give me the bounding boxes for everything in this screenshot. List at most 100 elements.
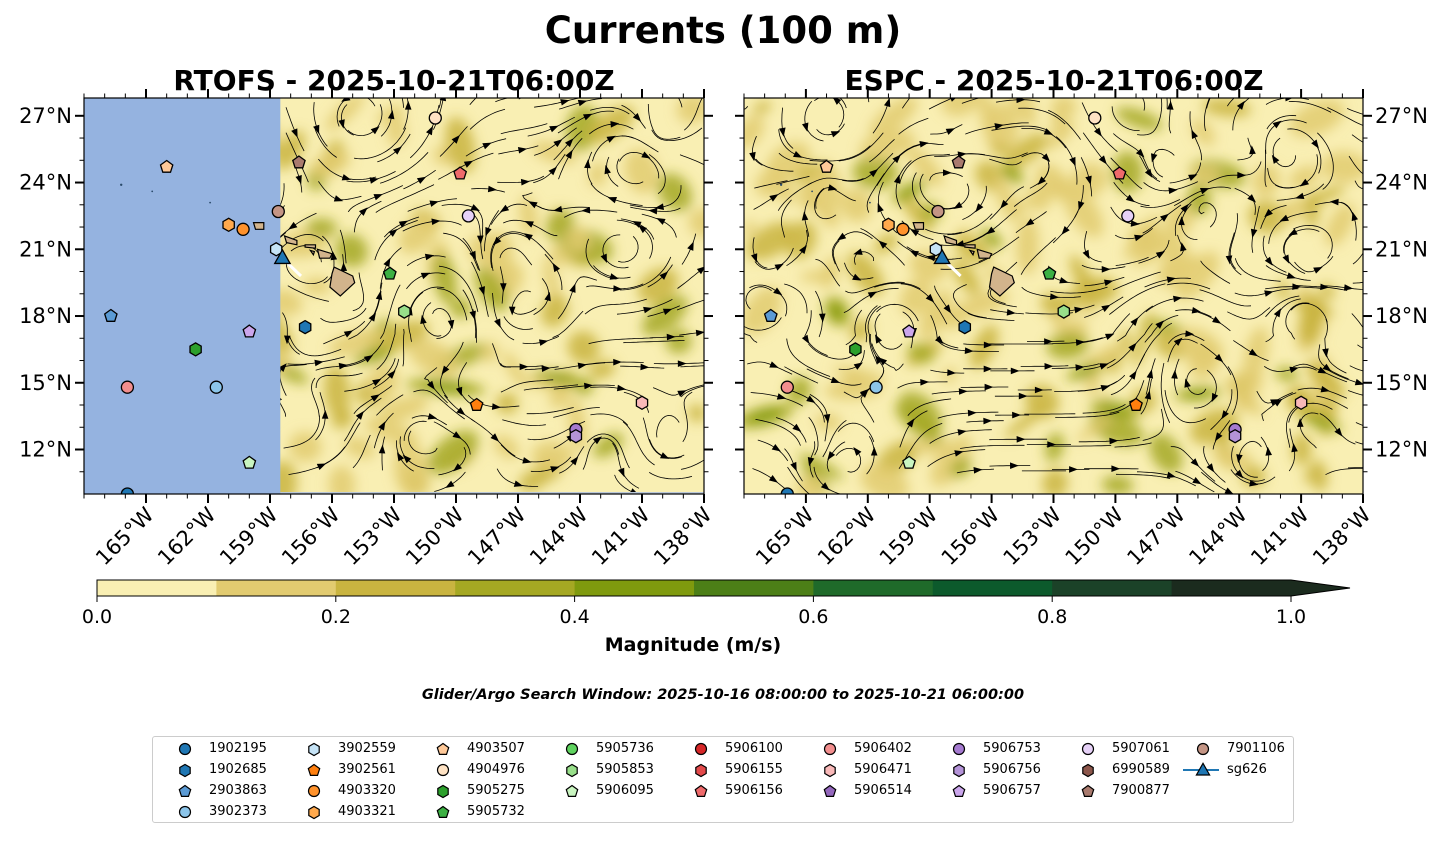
espc-map-panel: 165°W162°W159°W156°W153°W150°W147°W144°W… — [735, 89, 1428, 570]
legend-label: sg626 — [1227, 762, 1267, 777]
float-marker-7901106 — [931, 204, 945, 219]
x-tick-label-b: 165°W — [751, 502, 819, 570]
float-marker-3902373 — [869, 380, 883, 394]
float-marker-5905853 — [398, 304, 411, 319]
legend-label: 5905736 — [596, 741, 654, 756]
legend-label: 6990589 — [1112, 762, 1170, 777]
float-marker-2903863 — [763, 308, 778, 322]
y-tick-label-a: 21°N — [19, 237, 72, 261]
x-tick-label-b: 159°W — [875, 502, 943, 570]
float-marker-4903320 — [236, 222, 250, 236]
legend-marker-icon — [308, 742, 320, 757]
float-marker-4903321 — [222, 217, 235, 233]
rtofs-map-panel: 165°W162°W159°W156°W153°W150°W147°W144°W… — [19, 89, 717, 570]
legend-label: 4903507 — [467, 741, 525, 756]
x-tick-label-a: 153°W — [339, 502, 407, 570]
colorbar-segment — [1052, 580, 1173, 596]
float-marker-5906402 — [780, 380, 794, 394]
legend-marker-icon — [179, 763, 191, 778]
float-marker-5906756 — [569, 428, 583, 444]
legend-label: 5906514 — [854, 783, 912, 798]
float-marker-4903507 — [159, 159, 174, 173]
float-marker-5906095 — [902, 455, 916, 469]
legend-marker-icon — [823, 784, 837, 797]
legend-label: 4904976 — [467, 762, 525, 777]
map-field — [84, 98, 704, 494]
legend-label: 1902195 — [209, 741, 267, 756]
float-markers — [103, 111, 649, 494]
legend-marker-icon — [437, 784, 449, 799]
colorbar-tick-label: 0.4 — [559, 606, 589, 628]
legend-marker-icon — [1081, 784, 1095, 797]
float-marker-4904976 — [1088, 111, 1102, 125]
legend-marker-icon — [436, 742, 450, 755]
x-tick-label-a: 162°W — [153, 502, 221, 570]
float-marker-5906471 — [1294, 395, 1308, 411]
y-tick-label-b: 27°N — [1375, 104, 1428, 128]
colorbar-segment — [335, 580, 456, 596]
colorbar-segment — [455, 580, 576, 596]
colorbar-segment — [97, 580, 217, 596]
legend-marker-icon — [694, 784, 708, 797]
x-tick-label-b: 138°W — [1308, 502, 1376, 570]
x-tick-label-b: 150°W — [1061, 502, 1129, 570]
x-tick-label-a: 138°W — [649, 502, 717, 570]
float-marker-5905732 — [1042, 266, 1057, 280]
x-tick-label-b: 162°W — [813, 502, 881, 570]
float-marker-5905275 — [849, 342, 862, 357]
x-tick-label-a: 159°W — [215, 502, 283, 570]
float-legend: 1902195 1902685 2903863 3902373 3902559 39025… — [152, 736, 1294, 823]
legend-marker-icon — [1081, 742, 1095, 756]
legend-label: 5906402 — [854, 741, 912, 756]
x-tick-label-b: 147°W — [1122, 502, 1190, 570]
legend-marker-icon — [694, 742, 708, 756]
float-marker-sg626 — [933, 248, 951, 265]
float-marker-2903863 — [103, 308, 118, 322]
x-tick-label-a: 144°W — [525, 502, 593, 570]
y-tick-label-a: 27°N — [19, 104, 72, 128]
x-tick-label-b: 141°W — [1246, 502, 1314, 570]
legend-marker-icon — [308, 805, 320, 820]
legend-marker-icon — [953, 763, 965, 778]
float-marker-5906156 — [453, 166, 468, 180]
float-marker-5906095 — [242, 455, 257, 469]
float-marker-1902195 — [120, 487, 135, 494]
legend-label: 5906156 — [725, 783, 783, 798]
legend-label: 5906756 — [983, 762, 1041, 777]
colorbar-segment — [574, 580, 695, 596]
float-marker-5905853 — [1057, 304, 1071, 319]
colorbar-tick-label: 1.0 — [1276, 606, 1306, 628]
float-marker-3902561 — [469, 397, 484, 411]
legend-label: 5906095 — [596, 783, 654, 798]
legend-label: 5905275 — [467, 783, 525, 798]
float-marker-sg626 — [273, 248, 292, 265]
legend-label: 5906471 — [854, 762, 912, 777]
y-tick-label-a: 18°N — [19, 304, 72, 328]
legend-label: 1902685 — [209, 762, 267, 777]
float-marker-7900877 — [292, 155, 306, 169]
x-tick-label-a: 141°W — [587, 502, 655, 570]
float-marker-3902559 — [269, 242, 283, 257]
colorbar: 0.0 0.2 0.4 0.6 0.8 1.0 — [82, 579, 1351, 628]
colorbar-segment — [694, 580, 814, 596]
float-marker-4904976 — [428, 111, 442, 125]
x-tick-label-a: 156°W — [277, 502, 345, 570]
x-tick-label-b: 153°W — [999, 502, 1067, 570]
float-marker-4903507 — [819, 159, 834, 173]
legend-marker-icon — [952, 742, 966, 756]
float-marker-5907061 — [461, 209, 476, 223]
legend-marker-icon — [952, 784, 966, 797]
x-tick-label-b: 156°W — [937, 502, 1005, 570]
y-tick-label-b: 24°N — [1375, 171, 1428, 195]
legend-marker-icon — [178, 742, 192, 756]
y-tick-label-a: 12°N — [19, 438, 72, 462]
legend-marker-icon — [1183, 762, 1219, 776]
float-marker-5906757 — [242, 324, 257, 338]
legend-marker-icon — [307, 763, 321, 776]
legend-label: 4903321 — [338, 804, 396, 819]
legend-label: 2903863 — [209, 783, 267, 798]
float-marker-4903320 — [896, 222, 910, 236]
legend-label: 7901106 — [1227, 741, 1285, 756]
colorbar-segment — [1171, 580, 1292, 596]
hawaiian-islands — [242, 222, 356, 297]
